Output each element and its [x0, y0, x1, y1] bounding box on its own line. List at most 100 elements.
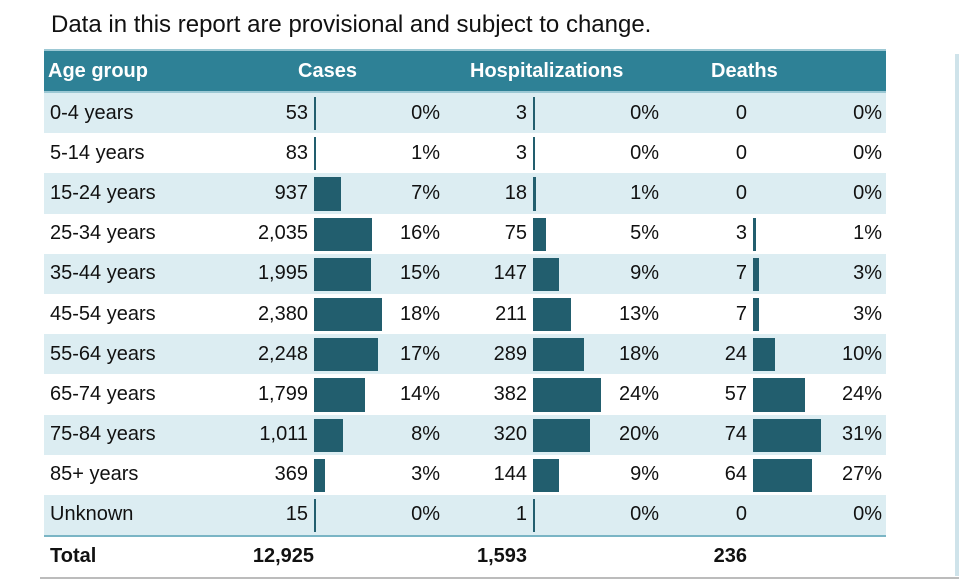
bar-mark [533, 297, 572, 332]
bar-mark [533, 177, 537, 211]
hospitalizations-count-cell: 75 [444, 213, 534, 254]
cases-bar-cell [314, 133, 384, 174]
cases-bar-cell [314, 334, 384, 375]
hospitalizations-count-cell: 320 [444, 414, 534, 455]
cases-percent-cell: 16% [384, 213, 445, 254]
report-note: Data in this report are provisional and … [51, 11, 652, 38]
bar-mark [314, 257, 371, 291]
bar-mark [314, 498, 316, 533]
hospitalizations-count-cell: 382 [444, 374, 534, 415]
age-group-cell: 0-4 years [44, 92, 244, 134]
total-deaths: 236 [663, 535, 887, 576]
bar-mark [533, 418, 591, 452]
age-group-cell: 65-74 years [44, 374, 244, 415]
table-row: 0-4 years 53 0% 3 0% 0 0% [44, 92, 887, 134]
cases-bar-cell [314, 293, 384, 335]
cases-bar-cell [314, 213, 384, 254]
hospitalizations-percent-cell: 18% [603, 334, 664, 375]
cases-bar-cell [314, 92, 384, 134]
hospitalizations-percent-cell: 9% [603, 253, 664, 294]
deaths-count-cell: 24 [663, 334, 754, 375]
bar-mark [314, 217, 372, 251]
deaths-percent-cell: 27% [825, 454, 887, 495]
header-deaths: Deaths [663, 49, 887, 93]
age-group-cell: 75-84 years [44, 414, 244, 455]
hospitalizations-percent-cell: 9% [603, 454, 664, 495]
cases-bar-cell [314, 494, 384, 537]
bar-mark [753, 257, 760, 291]
deaths-percent-cell: 0% [825, 92, 887, 134]
hospitalizations-percent-cell: 1% [603, 173, 664, 214]
age-group-table: Age group Cases Hospitalizations Deaths … [44, 49, 887, 576]
deaths-percent-cell: 0% [825, 494, 887, 537]
deaths-percent-cell: 0% [825, 133, 887, 174]
cases-count-cell: 369 [244, 454, 314, 495]
age-group-cell: 45-54 years [44, 293, 244, 335]
hospitalizations-bar-cell [533, 213, 604, 254]
bar-mark [533, 498, 536, 533]
table-row: 75-84 years 1,011 8% 320 20% 74 31% [44, 414, 887, 455]
hospitalizations-count-cell: 18 [444, 173, 534, 214]
table-row: 65-74 years 1,799 14% 382 24% 57 24% [44, 374, 887, 415]
hospitalizations-count-cell: 289 [444, 334, 534, 375]
deaths-count-cell: 0 [663, 92, 754, 134]
cases-percent-cell: 14% [384, 374, 445, 415]
table-row: 85+ years 369 3% 144 9% 64 27% [44, 454, 887, 495]
deaths-bar-cell [753, 334, 826, 375]
total-deaths-value: 236 [713, 544, 748, 567]
cases-percent-cell: 18% [384, 293, 445, 335]
header-hospitalizations: Hospitalizations [444, 49, 664, 93]
cases-count-cell: 1,995 [244, 253, 314, 294]
cases-percent-cell: 0% [384, 494, 445, 537]
hospitalizations-bar-cell [533, 454, 604, 495]
hospitalizations-bar-cell [533, 253, 604, 294]
cases-percent-cell: 17% [384, 334, 445, 375]
deaths-bar-cell [753, 92, 826, 134]
cases-bar-cell [314, 173, 384, 214]
hospitalizations-bar-cell [533, 133, 604, 174]
cases-percent-cell: 7% [384, 173, 445, 214]
deaths-bar-cell [753, 293, 826, 335]
cases-count-cell: 15 [244, 494, 314, 537]
age-group-cell: 5-14 years [44, 133, 244, 174]
hospitalizations-bar-cell [533, 494, 604, 537]
bar-mark [533, 378, 602, 412]
bar-mark [753, 297, 760, 332]
cases-count-cell: 53 [244, 92, 314, 134]
bar-mark [753, 418, 822, 452]
cases-count-cell: 1,011 [244, 414, 314, 455]
bar-mark [314, 297, 382, 332]
cases-percent-cell: 15% [384, 253, 445, 294]
table-body: 0-4 years 53 0% 3 0% 0 0% 5-14 years 83 1% 3 0% 0 0% 1… [44, 92, 887, 537]
deaths-count-cell: 7 [663, 293, 754, 335]
table-header-row: Age group Cases Hospitalizations Deaths [44, 49, 887, 93]
bar-mark [533, 217, 547, 251]
bar-mark [533, 458, 560, 492]
deaths-bar-cell [753, 213, 826, 254]
hospitalizations-count-cell: 211 [444, 293, 534, 335]
cases-bar-cell [314, 253, 384, 294]
deaths-count-cell: 7 [663, 253, 754, 294]
cases-bar-cell [314, 374, 384, 415]
deaths-count-cell: 64 [663, 454, 754, 495]
hospitalizations-count-cell: 147 [444, 253, 534, 294]
total-cases-value: 12,925 [252, 544, 314, 567]
deaths-count-cell: 0 [663, 133, 754, 174]
cases-count-cell: 2,248 [244, 334, 314, 375]
hospitalizations-bar-cell [533, 334, 604, 375]
bottom-divider [40, 577, 959, 579]
hospitalizations-bar-cell [533, 414, 604, 455]
hospitalizations-count-cell: 3 [444, 92, 534, 134]
deaths-bar-cell [753, 494, 826, 537]
table-row: 55-64 years 2,248 17% 289 18% 24 10% [44, 334, 887, 375]
hospitalizations-percent-cell: 20% [603, 414, 664, 455]
bar-mark [533, 257, 560, 291]
hospitalizations-bar-cell [533, 92, 604, 134]
bar-mark [314, 458, 325, 492]
bar-mark [533, 137, 536, 171]
deaths-percent-cell: 24% [825, 374, 887, 415]
hospitalizations-percent-cell: 5% [603, 213, 664, 254]
hospitalizations-percent-cell: 24% [603, 374, 664, 415]
total-hospitalizations: 1,593 [444, 535, 604, 576]
hospitalizations-count-cell: 3 [444, 133, 534, 174]
